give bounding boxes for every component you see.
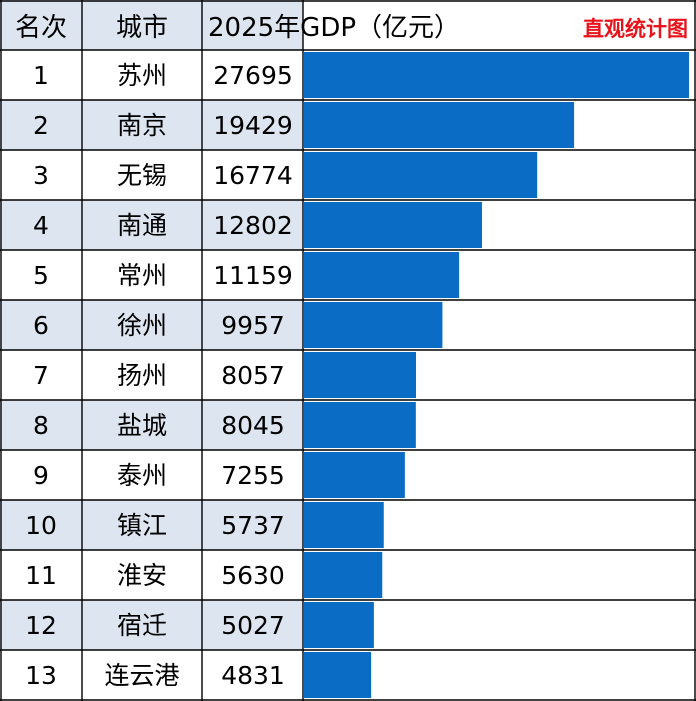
bar-淮安 xyxy=(304,552,383,598)
bar-无锡 xyxy=(304,152,538,198)
city-label: 淮安 xyxy=(117,561,167,590)
header-rank: 名次 xyxy=(15,13,67,43)
bar-连云港 xyxy=(304,652,372,698)
gdp-value-label: 12802 xyxy=(213,211,293,240)
gdp-value-label: 16774 xyxy=(213,161,293,190)
bar-盐城 xyxy=(304,402,416,448)
header-city: 城市 xyxy=(116,13,168,43)
bar-宿迁 xyxy=(304,602,374,648)
rank-label: 4 xyxy=(33,211,49,240)
gdp-value-label: 5027 xyxy=(221,611,285,640)
city-label: 无锡 xyxy=(117,161,167,190)
row-stripe xyxy=(0,300,303,350)
city-label: 南通 xyxy=(117,211,167,240)
bar-苏州 xyxy=(304,52,689,98)
row-stripe xyxy=(0,500,303,550)
gdp-value-label: 9957 xyxy=(221,311,285,340)
rank-label: 7 xyxy=(33,361,49,390)
gdp-value-label: 27695 xyxy=(213,61,293,90)
gdp-value-label: 7255 xyxy=(221,461,285,490)
bar-镇江 xyxy=(304,502,384,548)
city-label: 连云港 xyxy=(104,661,179,690)
rank-label: 3 xyxy=(33,161,49,190)
row-stripe xyxy=(0,400,303,450)
rank-label: 9 xyxy=(33,461,49,490)
rank-label: 13 xyxy=(25,661,57,690)
bar-series xyxy=(304,52,689,698)
city-label: 镇江 xyxy=(117,511,167,540)
bar-南京 xyxy=(304,102,575,148)
city-label: 苏州 xyxy=(117,61,167,90)
table-cells: 1 苏州 27695 2 南京 19429 3 无锡 16774 4 南通 12802 5 常州 11159… xyxy=(25,61,293,690)
city-label: 泰州 xyxy=(117,461,167,490)
row-stripe xyxy=(0,100,303,150)
city-label: 盐城 xyxy=(117,411,167,440)
gdp-value-label: 8045 xyxy=(221,411,285,440)
gdp-value-label: 4831 xyxy=(221,661,285,690)
bar-南通 xyxy=(304,202,482,248)
gdp-value-label: 5630 xyxy=(221,561,285,590)
city-label: 徐州 xyxy=(117,311,167,340)
bar-徐州 xyxy=(304,302,443,348)
rank-label: 2 xyxy=(33,111,49,140)
table-header: 名次 城市 2025年GDP（亿元） 直观统计图 xyxy=(15,13,688,43)
row-stripe xyxy=(0,200,303,250)
city-label: 常州 xyxy=(117,261,167,290)
row-stripe xyxy=(0,600,303,650)
bar-扬州 xyxy=(304,352,417,398)
header-gdp: 2025年GDP（亿元） xyxy=(208,13,460,43)
city-label: 南京 xyxy=(117,111,167,140)
rank-label: 6 xyxy=(33,311,49,340)
city-label: 宿迁 xyxy=(117,611,167,640)
gdp-value-label: 19429 xyxy=(213,111,293,140)
gdp-value-label: 11159 xyxy=(213,261,293,290)
city-label: 扬州 xyxy=(117,361,167,390)
row-backgrounds xyxy=(0,0,303,650)
rank-label: 11 xyxy=(25,561,57,590)
gdp-value-label: 8057 xyxy=(221,361,285,390)
rank-label: 10 xyxy=(25,511,57,540)
bar-泰州 xyxy=(304,452,405,498)
bar-常州 xyxy=(304,252,460,298)
brand-watermark: 直观统计图 xyxy=(583,17,688,41)
rank-label: 1 xyxy=(33,61,49,90)
header-background xyxy=(0,0,303,50)
rank-label: 12 xyxy=(25,611,57,640)
rank-label: 8 xyxy=(33,411,49,440)
rank-label: 5 xyxy=(33,261,49,290)
gdp-value-label: 5737 xyxy=(221,511,285,540)
